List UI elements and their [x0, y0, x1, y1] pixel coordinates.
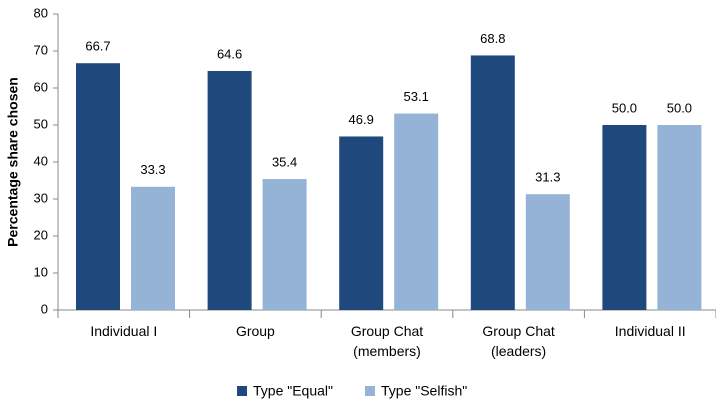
- legend-label: Type "Equal": [253, 383, 333, 399]
- y-tick-label: 20: [34, 227, 48, 242]
- bar: [131, 186, 175, 310]
- bar: [602, 125, 647, 310]
- x-tick-label: Individual I: [90, 323, 157, 339]
- y-tick-label: 10: [34, 264, 48, 279]
- legend-label: Type "Selfish": [381, 383, 467, 399]
- x-tick-label: Group Chat (leaders): [482, 323, 554, 359]
- data-label: 53.1: [404, 89, 429, 104]
- data-label: 50.0: [612, 100, 637, 115]
- y-tick-label: 40: [34, 153, 48, 168]
- y-axis-label: Percentage share chosen: [5, 77, 21, 247]
- data-label: 33.3: [140, 162, 165, 177]
- x-tick-label: Group: [236, 323, 275, 339]
- bar: [262, 179, 307, 310]
- y-tick-label: 70: [34, 42, 48, 57]
- bar: [207, 70, 252, 310]
- x-tick-label: Individual II: [615, 323, 686, 339]
- bar: [394, 113, 439, 310]
- bar: [339, 136, 384, 310]
- x-tick-label: Group Chat (members): [351, 323, 423, 359]
- data-label: 46.9: [349, 112, 374, 127]
- y-tick-label: 80: [34, 5, 48, 20]
- data-label: 68.8: [480, 31, 505, 46]
- bar: [525, 194, 570, 310]
- legend-swatch: [365, 386, 375, 396]
- bar: [657, 125, 702, 310]
- y-tick-label: 60: [34, 79, 48, 94]
- data-label: 31.3: [535, 170, 560, 185]
- legend-swatch: [237, 386, 247, 396]
- bar: [76, 63, 120, 311]
- data-label: 64.6: [217, 46, 242, 61]
- y-tick-label: 30: [34, 190, 48, 205]
- data-label: 35.4: [272, 154, 297, 169]
- data-label: 50.0: [667, 100, 692, 115]
- y-tick-label: 50: [34, 116, 48, 131]
- data-label: 66.7: [85, 39, 110, 54]
- bar: [470, 55, 515, 310]
- y-tick-label: 0: [41, 301, 48, 316]
